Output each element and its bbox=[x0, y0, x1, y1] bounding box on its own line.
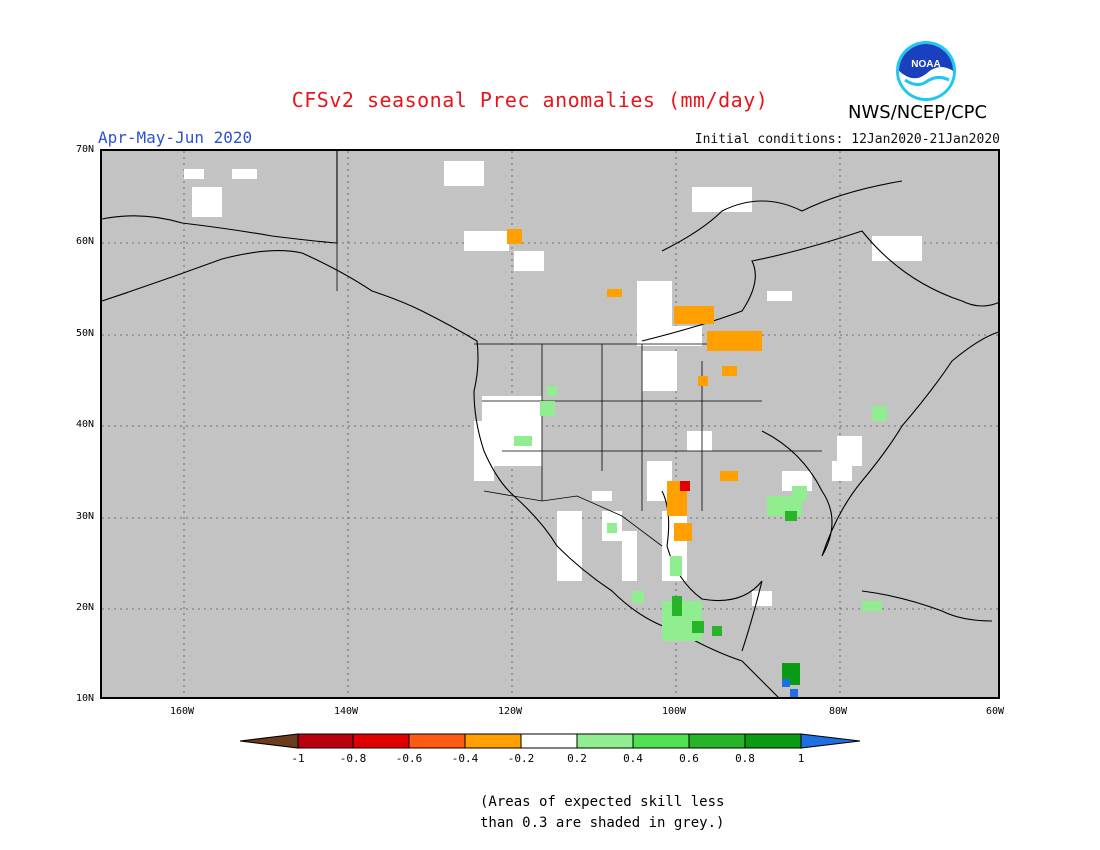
initial-conditions: Initial conditions: 12Jan2020-21Jan2020 bbox=[694, 132, 1000, 147]
lat-label: 10N bbox=[75, 693, 94, 704]
lat-label: 60N bbox=[75, 236, 94, 247]
forecast-period: Apr-May-Jun 2020 bbox=[98, 128, 253, 147]
noaa-logo-icon: NOAA bbox=[896, 41, 956, 101]
strong-dry-anomaly bbox=[680, 481, 690, 491]
colorbar-segment bbox=[688, 733, 746, 749]
colorbar-segment bbox=[464, 733, 522, 749]
lat-label: 50N bbox=[75, 328, 94, 339]
colorbar-segment bbox=[408, 733, 466, 749]
colorbar-label: 0.2 bbox=[567, 752, 587, 765]
lon-label: 140W bbox=[333, 706, 359, 717]
colorbar-label: -0.8 bbox=[339, 752, 367, 765]
very-strong-wet-anomaly bbox=[782, 679, 798, 697]
lon-label: 120W bbox=[497, 706, 523, 717]
skill-note-line: than 0.3 are shaded in grey.) bbox=[480, 815, 725, 831]
colorbar-segment bbox=[576, 733, 634, 749]
colorbar-segment bbox=[632, 733, 690, 749]
logo-text: NOAA bbox=[911, 59, 940, 70]
colorbar-segment bbox=[240, 733, 299, 749]
colorbar-label: -0.4 bbox=[451, 752, 479, 765]
map-panel bbox=[100, 149, 1000, 699]
colorbar-label: 0.8 bbox=[735, 752, 755, 765]
colorbar-segment bbox=[352, 733, 410, 749]
colorbar-label: -0.2 bbox=[507, 752, 535, 765]
lat-label: 30N bbox=[75, 511, 94, 522]
lat-label: 40N bbox=[75, 419, 94, 430]
colorbar-segment bbox=[297, 733, 354, 749]
lon-label: 100W bbox=[661, 706, 687, 717]
map-title: CFSv2 seasonal Prec anomalies (mm/day) bbox=[291, 88, 769, 112]
precip-anomaly-map bbox=[102, 151, 998, 697]
colorbar-label: -0.6 bbox=[395, 752, 423, 765]
colorbar-label: 0.6 bbox=[679, 752, 699, 765]
moderate-wet-anomaly bbox=[672, 511, 797, 636]
lon-label: 60W bbox=[985, 706, 1005, 717]
colorbar-segment bbox=[800, 733, 861, 749]
colorbar-segment bbox=[520, 733, 578, 749]
lon-label: 160W bbox=[169, 706, 195, 717]
coastlines bbox=[102, 151, 998, 697]
lat-label: 70N bbox=[75, 144, 94, 155]
colorbar-label: 1 bbox=[797, 752, 805, 765]
skill-note: (Areas of expected skill less than 0.3 a… bbox=[480, 792, 724, 834]
colorbar bbox=[240, 733, 861, 749]
dry-anomaly-areas bbox=[507, 229, 762, 541]
graticule bbox=[102, 151, 998, 697]
lat-label: 20N bbox=[75, 602, 94, 613]
colorbar-label: -1 bbox=[291, 752, 305, 765]
near-normal-areas bbox=[184, 161, 922, 606]
agency-label: NWS/NCEP/CPC bbox=[848, 102, 988, 123]
skill-note-line: (Areas of expected skill less bbox=[480, 794, 725, 810]
colorbar-segment bbox=[744, 733, 802, 749]
lon-label: 80W bbox=[828, 706, 848, 717]
colorbar-label: 0.4 bbox=[623, 752, 643, 765]
